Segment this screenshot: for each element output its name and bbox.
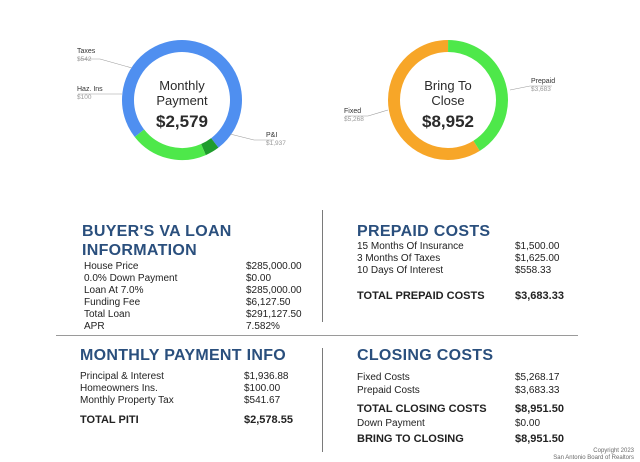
closing-row-label: Fixed Costs <box>357 372 410 383</box>
donut-slice-fixed <box>388 40 508 160</box>
bring-to-close-center: Bring To Close $8,952 <box>398 78 498 132</box>
copyright-line1: Copyright 2023 <box>593 448 634 454</box>
monthly-row-label: Monthly Property Tax <box>80 395 174 406</box>
va-row-value: 7.582% <box>246 321 280 332</box>
horizontal-divider <box>56 335 578 336</box>
va-row-label: House Price <box>84 261 139 272</box>
bring-to-close-title-1: Bring To <box>424 78 472 93</box>
monthly-payment-title-2: Payment <box>156 93 208 108</box>
va-row-value: $291,127.50 <box>246 309 302 320</box>
prepaid-row-value: $558.33 <box>515 265 552 276</box>
monthly-payment-center: Monthly Payment $2,579 <box>132 78 232 132</box>
va-loan-heading: BUYER'S VA LOAN INFORMATION <box>82 222 232 260</box>
prepaid-callout: Prepaid $3,683 <box>531 78 555 93</box>
va-row-label: Funding Fee <box>84 297 141 308</box>
monthly-total-value: $2,578.55 <box>244 414 293 426</box>
prepaid-label: Prepaid <box>531 78 556 85</box>
fixed-callout-line <box>345 109 389 117</box>
closing-total-value: $8,951.50 <box>515 403 564 415</box>
fixed-value: $5,268 <box>344 116 364 123</box>
prepaid-total-value: $3,683.33 <box>515 290 564 302</box>
pi-label: P&I <box>266 132 278 139</box>
va-row-label: 0.0% Down Payment <box>84 273 178 284</box>
va-row-label: Total Loan <box>84 309 131 320</box>
prepaid-row-value: $1,500.00 <box>515 241 560 252</box>
monthly-payment-donut <box>121 40 242 160</box>
copyright-line2: San Antonio Board of Realtors <box>553 455 634 461</box>
donut-slice-p-i <box>121 40 242 160</box>
monthly-payment-title-1: Monthly <box>159 78 205 93</box>
prepaid-callout-line <box>509 85 552 91</box>
haz-ins-callout: Haz. Ins $100 <box>77 86 103 101</box>
haz-ins-label: Haz. Ins <box>77 86 103 93</box>
va-row-value: $285,000.00 <box>246 261 302 272</box>
monthly-row-value: $1,936.88 <box>244 371 289 382</box>
vertical-divider-bottom <box>322 348 323 452</box>
taxes-value: $542 <box>77 56 92 63</box>
va-row-label: APR <box>84 321 105 332</box>
closing-total-label: TOTAL CLOSING COSTS <box>357 403 487 415</box>
taxes-label: Taxes <box>77 48 96 55</box>
copyright-notice: Copyright 2023 San Antonio Board of Real… <box>553 448 634 462</box>
pi-callout-line <box>229 133 274 141</box>
closing-heading: CLOSING COSTS <box>357 347 494 364</box>
monthly-payment-total: $2,579 <box>156 112 208 131</box>
down-payment-label: Down Payment <box>357 418 425 429</box>
bring-to-closing-label: BRING TO CLOSING <box>357 433 464 445</box>
monthly-row-value: $100.00 <box>244 383 281 394</box>
monthly-row-value: $541.67 <box>244 395 281 406</box>
fixed-label: Fixed <box>344 108 362 115</box>
donut-charts <box>78 40 552 160</box>
vertical-divider-top <box>322 210 323 322</box>
va-row-label: Loan At 7.0% <box>84 285 144 296</box>
closing-row-label: Prepaid Costs <box>357 385 420 396</box>
taxes-callout-line <box>78 58 133 69</box>
monthly-total-label: TOTAL PITI <box>80 414 139 426</box>
prepaid-row-label: 15 Months Of Insurance <box>357 241 464 252</box>
fixed-callout: Fixed $5,268 <box>344 108 364 123</box>
prepaid-row-value: $1,625.00 <box>515 253 560 264</box>
prepaid-value: $3,683 <box>531 86 551 93</box>
pi-callout: P&I $1,937 <box>266 132 286 147</box>
down-payment-value: $0.00 <box>515 418 541 429</box>
va-row-value: $6,127.50 <box>246 297 291 308</box>
monthly-row-label: Homeowners Ins. <box>80 383 158 394</box>
prepaid-heading: PREPAID COSTS <box>357 223 491 240</box>
pi-value: $1,937 <box>266 140 286 147</box>
closing-row-value: $3,683.33 <box>515 385 560 396</box>
va-loan-heading-line2: INFORMATION <box>82 242 197 259</box>
prepaid-row-label: 3 Months Of Taxes <box>357 253 441 264</box>
bring-to-close-total: $8,952 <box>422 112 474 131</box>
va-row-value: $285,000.00 <box>246 285 302 296</box>
bring-to-close-title-2: Close <box>431 93 465 108</box>
prepaid-row-label: 10 Days Of Interest <box>357 265 444 276</box>
bring-to-closing-value: $8,951.50 <box>515 433 564 445</box>
closing-row-value: $5,268.17 <box>515 372 560 383</box>
va-row-value: $0.00 <box>246 273 272 284</box>
monthly-row-label: Principal & Interest <box>80 371 164 382</box>
prepaid-total-label: TOTAL PREPAID COSTS <box>357 290 485 302</box>
taxes-callout: Taxes $542 <box>77 48 95 63</box>
va-loan-heading-line1: BUYER'S VA LOAN <box>82 223 232 240</box>
haz-ins-value: $100 <box>77 94 92 101</box>
bring-to-close-donut <box>388 40 508 160</box>
monthly-info-heading: MONTHLY PAYMENT INFO <box>80 347 287 364</box>
